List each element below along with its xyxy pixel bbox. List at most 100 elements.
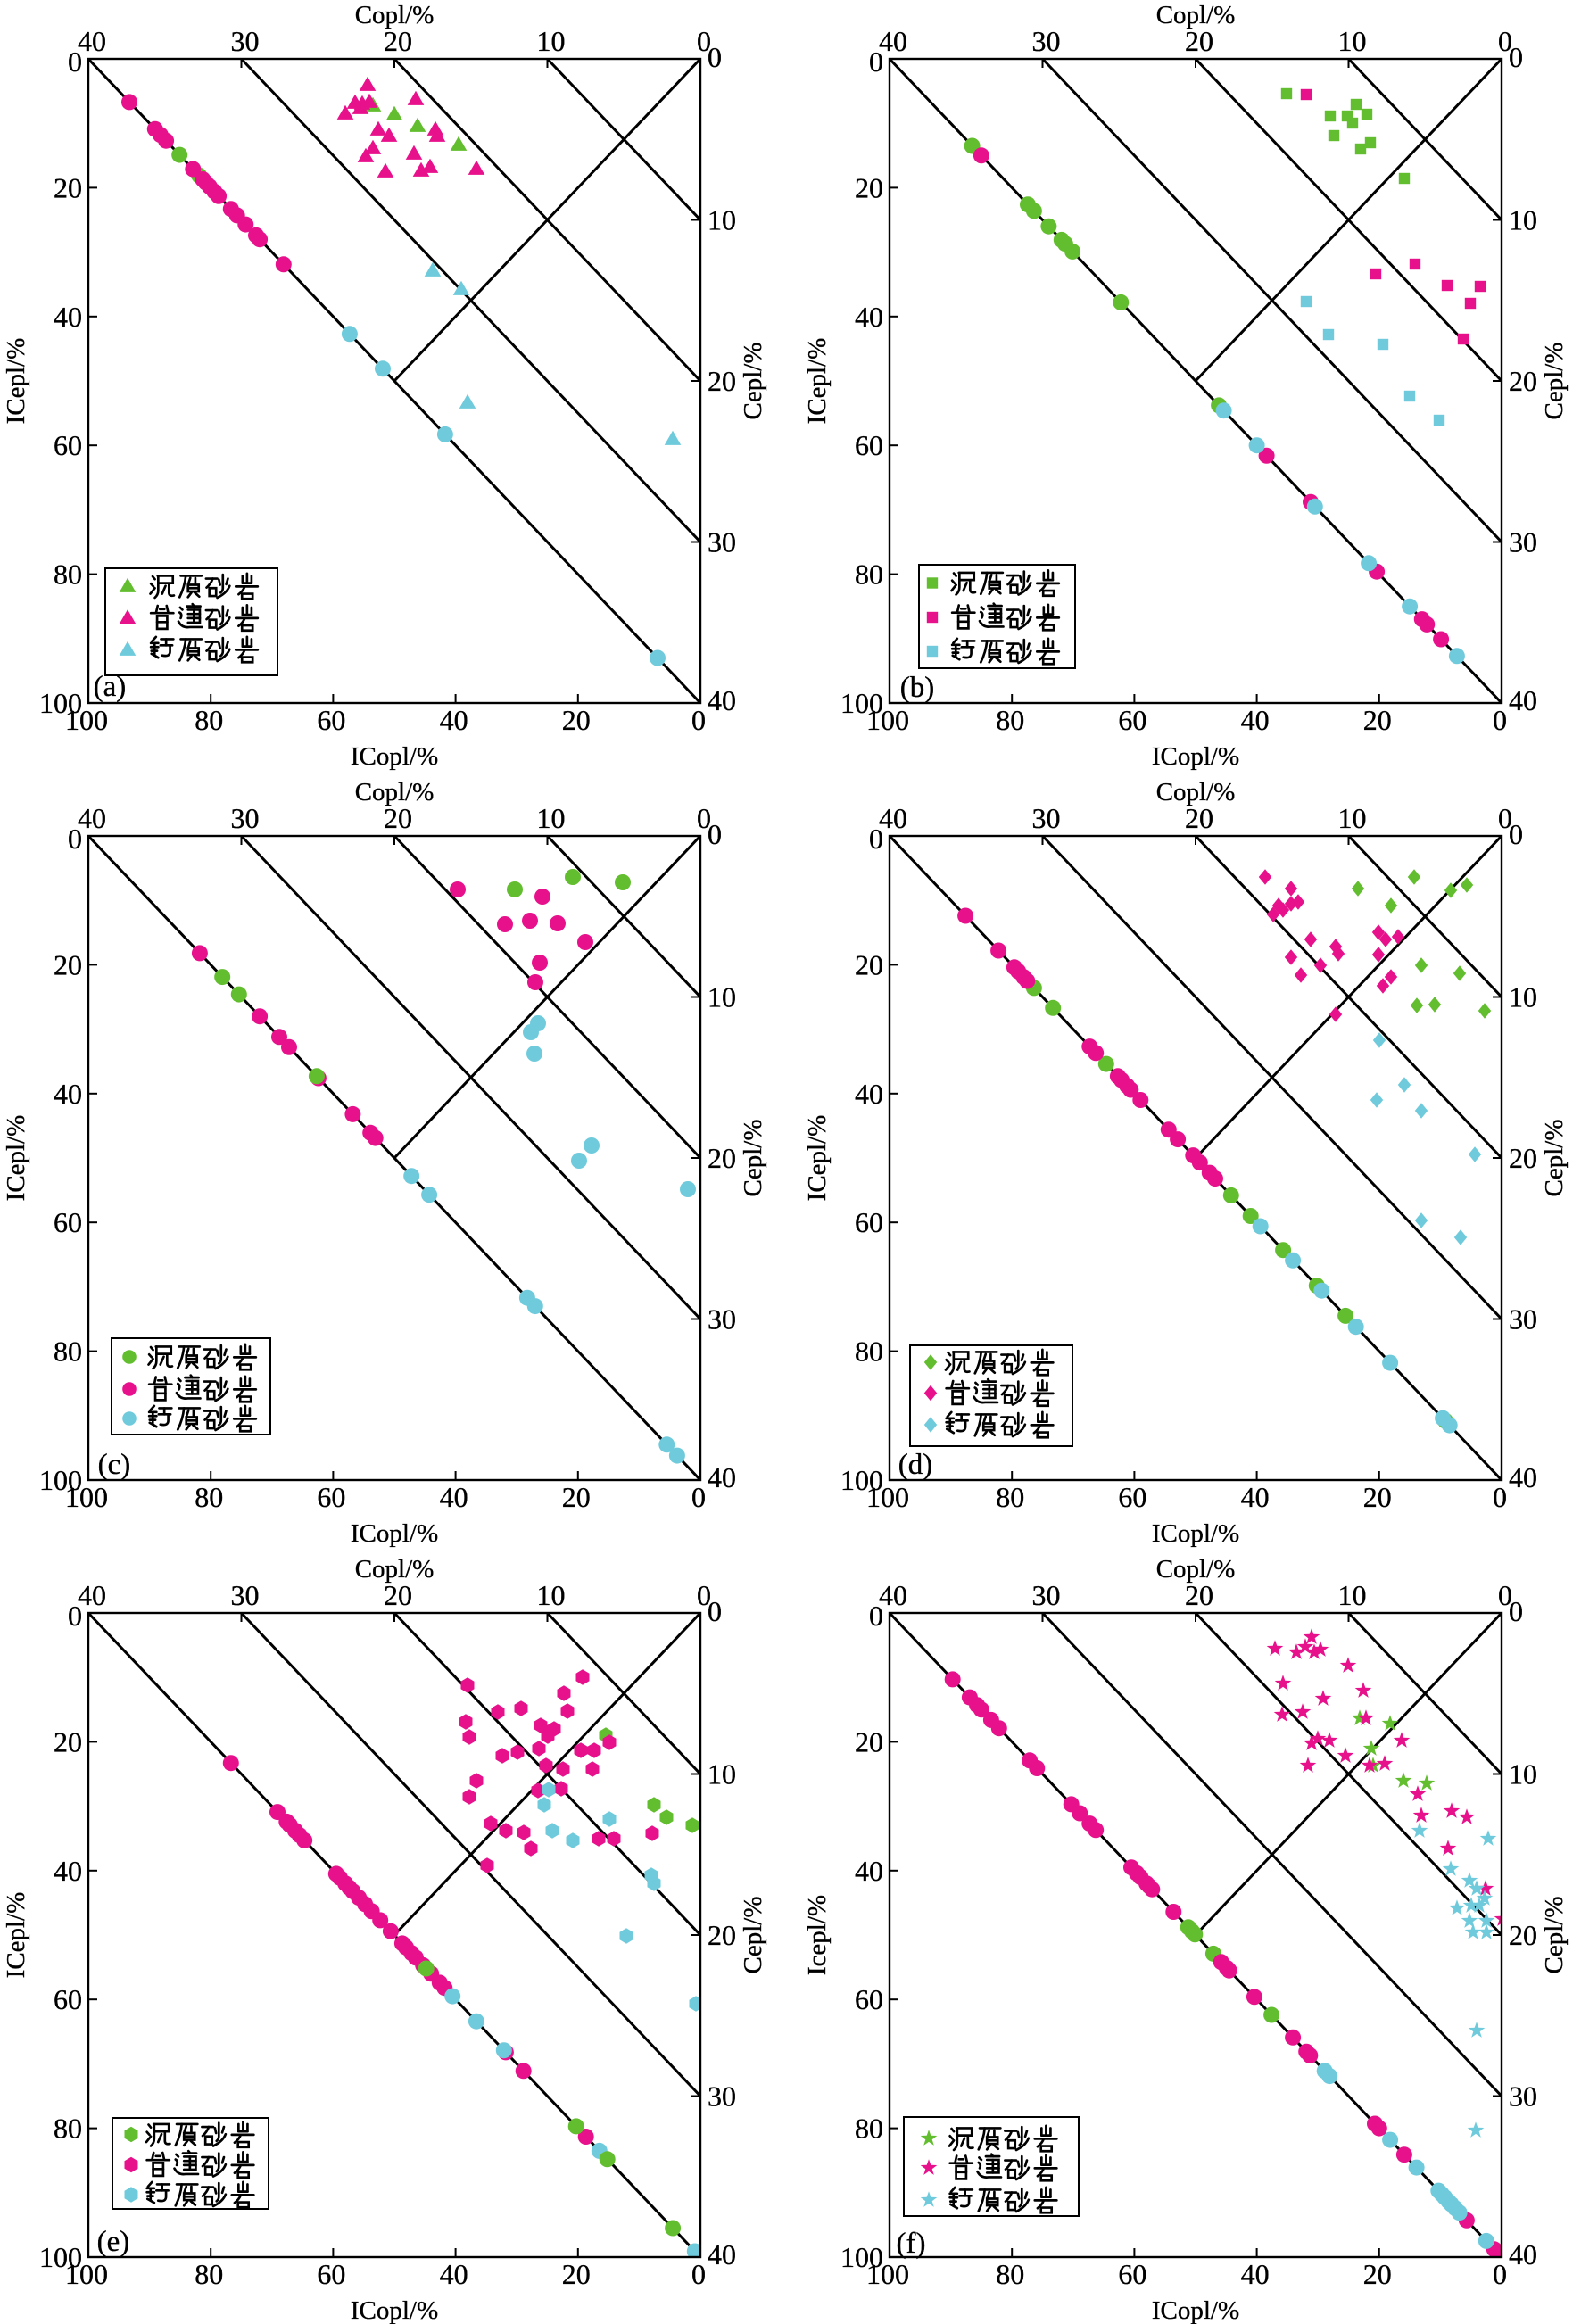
- svg-text:80: 80: [54, 1336, 82, 1368]
- svg-text:20: 20: [1363, 704, 1392, 736]
- svg-text:80: 80: [855, 1336, 883, 1368]
- svg-text:ICepl/%: ICepl/%: [2, 1115, 30, 1202]
- svg-text:40: 40: [879, 25, 907, 57]
- svg-text:20: 20: [1509, 1919, 1537, 1951]
- svg-text:ICepl/%: ICepl/%: [803, 338, 832, 425]
- svg-text:10: 10: [537, 25, 566, 57]
- svg-text:40: 40: [440, 1481, 468, 1513]
- svg-text:40: 40: [855, 1855, 883, 1887]
- svg-text:40: 40: [1509, 1461, 1537, 1493]
- svg-text:60: 60: [317, 704, 345, 736]
- svg-text:60: 60: [1118, 2258, 1146, 2290]
- svg-text:20: 20: [708, 1919, 736, 1951]
- svg-text:80: 80: [996, 2258, 1024, 2290]
- svg-text:ICopl/%: ICopl/%: [351, 742, 438, 771]
- svg-text:10: 10: [537, 802, 566, 834]
- svg-text:0: 0: [697, 25, 711, 57]
- svg-text:20: 20: [1185, 802, 1213, 834]
- svg-text:Copl/%: Copl/%: [355, 1, 435, 29]
- svg-text:80: 80: [54, 2113, 82, 2145]
- svg-text:ICopl/%: ICopl/%: [1152, 1519, 1239, 1548]
- svg-text:Cepl/%: Cepl/%: [1540, 1897, 1569, 1974]
- svg-text:Cepl/%: Cepl/%: [1540, 1120, 1569, 1197]
- svg-text:0: 0: [1493, 1481, 1507, 1513]
- svg-text:100: 100: [65, 704, 108, 736]
- svg-text:80: 80: [195, 704, 223, 736]
- svg-text:60: 60: [855, 429, 883, 461]
- svg-text:0: 0: [1498, 25, 1512, 57]
- svg-text:Icepl/%: Icepl/%: [803, 1895, 832, 1975]
- svg-text:20: 20: [708, 1142, 736, 1174]
- svg-text:20: 20: [1185, 25, 1213, 57]
- svg-text:40: 40: [78, 1579, 106, 1611]
- svg-text:40: 40: [1509, 2238, 1537, 2270]
- svg-text:ICepl/%: ICepl/%: [803, 1115, 832, 1202]
- svg-text:80: 80: [855, 2113, 883, 2145]
- svg-text:30: 30: [1032, 802, 1061, 834]
- svg-text:0: 0: [1509, 818, 1523, 850]
- svg-text:30: 30: [708, 526, 736, 558]
- svg-text:80: 80: [996, 1481, 1024, 1513]
- svg-text:40: 40: [54, 301, 82, 333]
- svg-text:0: 0: [1498, 1579, 1512, 1611]
- svg-text:0: 0: [697, 1579, 711, 1611]
- svg-text:100: 100: [866, 704, 909, 736]
- svg-text:20: 20: [562, 704, 591, 736]
- svg-text:0: 0: [1493, 704, 1507, 736]
- svg-text:20: 20: [562, 1481, 591, 1513]
- svg-text:60: 60: [855, 1983, 883, 2015]
- svg-text:0: 0: [708, 1595, 722, 1627]
- svg-text:0: 0: [1509, 41, 1523, 73]
- svg-text:60: 60: [1118, 1481, 1146, 1513]
- svg-text:10: 10: [708, 981, 736, 1013]
- svg-text:40: 40: [879, 1579, 907, 1611]
- svg-text:10: 10: [1509, 204, 1537, 236]
- svg-text:100: 100: [840, 2241, 883, 2273]
- svg-text:20: 20: [54, 1725, 82, 1757]
- svg-text:Cepl/%: Cepl/%: [739, 1120, 767, 1197]
- svg-text:40: 40: [1241, 2258, 1270, 2290]
- svg-text:ICopl/%: ICopl/%: [351, 2296, 438, 2324]
- svg-text:100: 100: [840, 687, 883, 719]
- svg-text:10: 10: [1509, 1758, 1537, 1791]
- svg-text:100: 100: [866, 1481, 909, 1513]
- svg-text:0: 0: [691, 1481, 706, 1513]
- svg-text:80: 80: [54, 558, 82, 591]
- svg-text:40: 40: [879, 802, 907, 834]
- svg-text:40: 40: [54, 1855, 82, 1887]
- svg-text:100: 100: [39, 687, 82, 719]
- svg-text:Copl/%: Copl/%: [355, 778, 435, 806]
- svg-text:30: 30: [231, 802, 260, 834]
- svg-text:30: 30: [231, 1579, 260, 1611]
- svg-text:(b): (b): [900, 672, 934, 704]
- svg-text:20: 20: [855, 171, 883, 203]
- svg-text:40: 40: [78, 802, 106, 834]
- svg-text:20: 20: [1509, 1142, 1537, 1174]
- svg-text:100: 100: [65, 2258, 108, 2290]
- svg-text:100: 100: [39, 2241, 82, 2273]
- svg-text:0: 0: [708, 41, 722, 73]
- svg-text:0: 0: [68, 45, 82, 78]
- svg-text:60: 60: [317, 1481, 345, 1513]
- svg-text:20: 20: [562, 2258, 591, 2290]
- svg-text:ICepl/%: ICepl/%: [2, 338, 30, 425]
- svg-text:(d): (d): [898, 1449, 932, 1481]
- svg-text:30: 30: [1509, 526, 1537, 558]
- svg-text:40: 40: [1509, 684, 1537, 716]
- svg-text:(c): (c): [98, 1449, 131, 1481]
- svg-text:0: 0: [1509, 1595, 1523, 1627]
- svg-text:10: 10: [1338, 802, 1367, 834]
- svg-text:60: 60: [1118, 704, 1146, 736]
- svg-text:30: 30: [1032, 1579, 1061, 1611]
- svg-text:Cepl/%: Cepl/%: [1540, 343, 1569, 420]
- svg-text:80: 80: [195, 1481, 223, 1513]
- svg-text:0: 0: [68, 823, 82, 855]
- svg-text:20: 20: [855, 948, 883, 980]
- svg-text:30: 30: [231, 25, 260, 57]
- svg-text:100: 100: [840, 1464, 883, 1496]
- svg-text:Cepl/%: Cepl/%: [739, 1897, 767, 1974]
- svg-text:ICopl/%: ICopl/%: [1152, 2296, 1239, 2324]
- svg-text:40: 40: [1241, 1481, 1270, 1513]
- svg-text:100: 100: [65, 1481, 108, 1513]
- svg-text:10: 10: [1509, 981, 1537, 1013]
